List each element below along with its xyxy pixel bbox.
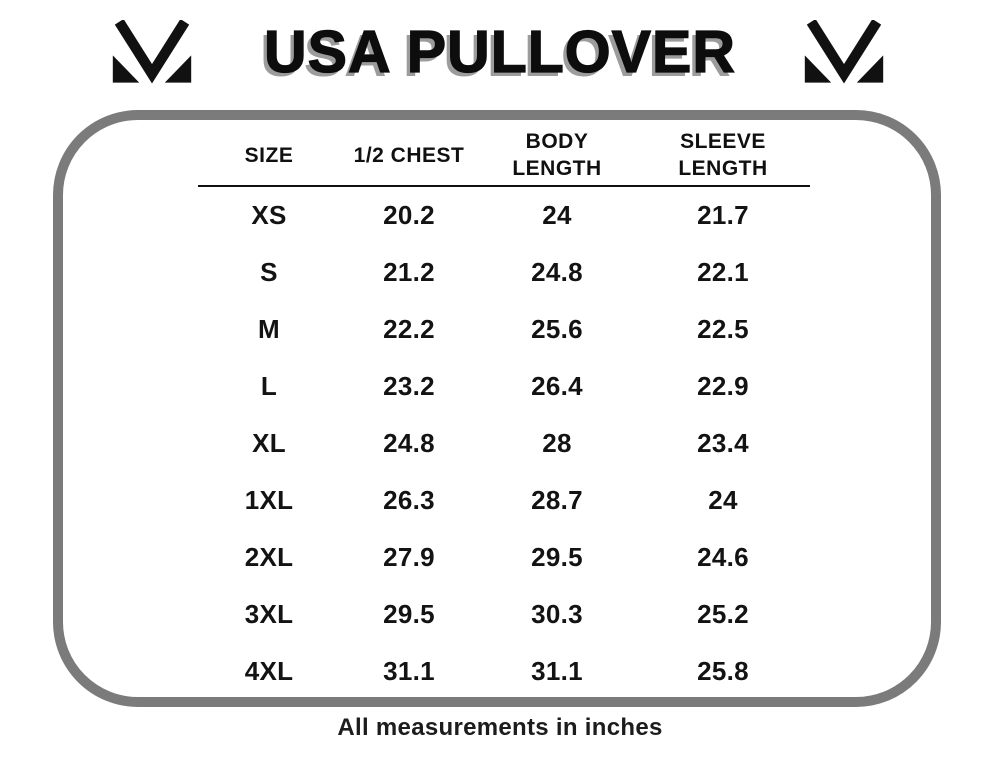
table-row: 4XL 31.1 31.1 25.8 <box>198 643 810 700</box>
sleeve-length-cell: 24 <box>708 485 738 515</box>
table-row: 1XL 26.3 28.7 24 <box>198 472 810 529</box>
half-chest-cell: 21.2 <box>383 257 435 287</box>
sleeve-length-cell: 24.6 <box>697 542 749 572</box>
table-header-row: SIZE 1/2 CHEST BODY LENGTH SLEEVE LENGTH <box>198 125 810 185</box>
body-length-cell: 28 <box>542 428 572 458</box>
size-chart-border <box>53 110 941 707</box>
half-chest-cell: 23.2 <box>383 371 435 401</box>
body-length-cell: 31.1 <box>531 656 583 686</box>
table-row: 3XL 29.5 30.3 25.2 <box>198 586 810 643</box>
half-chest-cell: 20.2 <box>383 200 435 230</box>
size-table: SIZE 1/2 CHEST BODY LENGTH SLEEVE LENGTH… <box>198 125 810 700</box>
body-length-cell: 24.8 <box>531 257 583 287</box>
body-length-cell: 25.6 <box>531 314 583 344</box>
body-length-cell: 28.7 <box>531 485 583 515</box>
sleeve-length-cell: 25.2 <box>697 599 749 629</box>
column-header-body-length: BODY LENGTH <box>478 128 636 182</box>
sleeve-length-cell: 22.1 <box>697 257 749 287</box>
size-cell: 3XL <box>244 599 294 629</box>
sleeve-length-cell: 22.5 <box>697 314 749 344</box>
page-title: USA PULLOVER <box>263 18 736 85</box>
table-row: XL 24.8 28 23.4 <box>198 415 810 472</box>
size-cell: L <box>260 371 278 401</box>
body-length-cell: 30.3 <box>531 599 583 629</box>
column-header-line: BODY <box>525 130 589 153</box>
sleeve-length-cell: 25.8 <box>697 656 749 686</box>
sleeve-length-cell: 23.4 <box>697 428 749 458</box>
size-cell: S <box>260 257 278 287</box>
size-cell: XL <box>252 428 286 458</box>
brand-monogram-m-icon <box>804 20 884 84</box>
size-cell: XS <box>251 200 287 230</box>
size-cell: 1XL <box>244 485 294 515</box>
body-length-cell: 29.5 <box>531 542 583 572</box>
column-header-sleeve-length: SLEEVE LENGTH <box>636 128 810 182</box>
half-chest-cell: 27.9 <box>383 542 435 572</box>
table-row: XS 20.2 24 21.7 <box>198 187 810 244</box>
table-row: 2XL 27.9 29.5 24.6 <box>198 529 810 586</box>
size-cell: 4XL <box>244 656 294 686</box>
half-chest-cell: 24.8 <box>383 428 435 458</box>
body-length-cell: 26.4 <box>531 371 583 401</box>
column-header-line: SLEEVE <box>680 130 766 153</box>
table-row: M 22.2 25.6 22.5 <box>198 301 810 358</box>
half-chest-cell: 31.1 <box>383 656 435 686</box>
half-chest-cell: 26.3 <box>383 485 435 515</box>
body-length-cell: 24 <box>542 200 572 230</box>
half-chest-cell: 29.5 <box>383 599 435 629</box>
size-cell: M <box>258 314 280 344</box>
column-header-line: LENGTH <box>678 157 768 180</box>
column-header-half-chest: 1/2 CHEST <box>340 142 478 169</box>
column-header-size: SIZE <box>198 142 340 169</box>
size-cell: 2XL <box>244 542 294 572</box>
sleeve-length-cell: 21.7 <box>697 200 749 230</box>
measurements-note: All measurements in inches <box>337 714 663 741</box>
header-divider-line <box>198 185 810 187</box>
table-row: L 23.2 26.4 22.9 <box>198 358 810 415</box>
column-header-line: LENGTH <box>512 157 602 180</box>
column-header-line: 1/2 CHEST <box>353 143 465 167</box>
table-row: S 21.2 24.8 22.1 <box>198 244 810 301</box>
sleeve-length-cell: 22.9 <box>697 371 749 401</box>
brand-monogram-m-icon <box>112 20 192 84</box>
half-chest-cell: 22.2 <box>383 314 435 344</box>
column-header-line: SIZE <box>244 143 294 167</box>
